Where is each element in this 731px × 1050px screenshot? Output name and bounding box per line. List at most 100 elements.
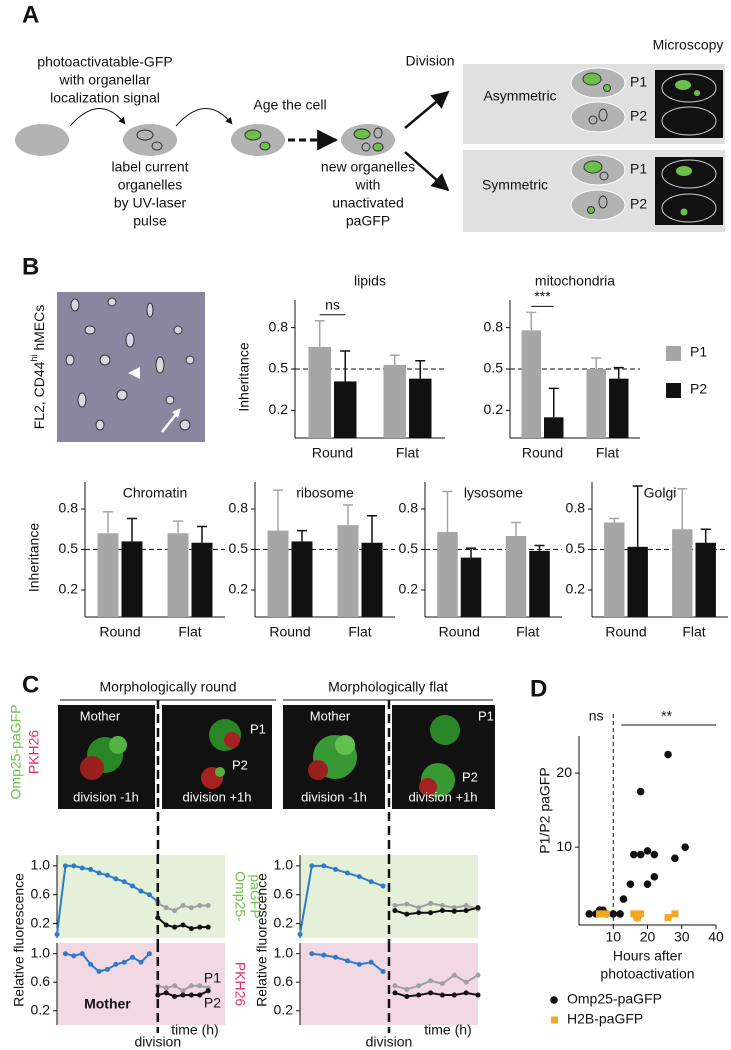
point: [664, 914, 672, 922]
label: organelles: [118, 177, 183, 193]
micrograph: [57, 292, 205, 442]
label: Symmetric: [482, 177, 548, 193]
plot-background: [300, 855, 478, 938]
point: [197, 924, 203, 930]
point: [356, 874, 362, 880]
cell: [123, 124, 177, 156]
cell: [231, 124, 285, 156]
point: [188, 905, 194, 911]
bar: [505, 536, 527, 617]
y-tick-label: 0.5: [229, 540, 249, 556]
bar: [121, 541, 143, 617]
y-tick-label: 0.6: [274, 885, 294, 901]
point: [188, 992, 194, 998]
bar: [586, 369, 606, 438]
organelle: [582, 72, 602, 86]
error-bar: [273, 489, 283, 531]
point: [205, 924, 211, 930]
bar: [695, 542, 716, 617]
point: [172, 983, 178, 989]
point: [130, 883, 136, 889]
point: [392, 903, 398, 909]
point: [79, 951, 85, 957]
point: [650, 873, 659, 881]
y-tick-label: 0.2: [229, 581, 249, 597]
bar: [604, 522, 625, 617]
arrow: [161, 411, 179, 433]
significance-label: ns: [325, 296, 340, 312]
label: Asymmetric: [483, 88, 556, 104]
point: [197, 983, 203, 989]
label: with organellar: [58, 72, 150, 88]
point: [428, 900, 434, 906]
point: [113, 876, 119, 882]
y-tick-label: 1.0: [274, 857, 294, 873]
chart-title: Golgi: [644, 485, 677, 501]
cell-outline: [661, 73, 717, 103]
y-tick-label: 0.5: [59, 540, 79, 556]
point: [188, 983, 194, 989]
bar: [627, 546, 648, 617]
point: [71, 863, 77, 869]
label: by UV-laser: [114, 195, 187, 211]
point: [664, 750, 672, 759]
point: [113, 961, 119, 967]
point: [309, 951, 315, 957]
bar: [97, 533, 119, 617]
organelle: [353, 128, 371, 140]
chart-title: Chromatin: [123, 485, 188, 501]
bar: [308, 346, 331, 438]
image-label: division -1h: [73, 789, 139, 804]
y-tick-label: 0.2: [31, 914, 51, 930]
point: [121, 879, 127, 885]
x-tick-label: Flat: [348, 624, 371, 640]
organelle: [136, 129, 154, 141]
x-tick-label: Round: [312, 445, 353, 461]
point: [602, 910, 610, 918]
point: [619, 895, 628, 903]
bar: [544, 417, 564, 438]
point: [630, 910, 638, 918]
point: [475, 992, 481, 998]
error-bar: [197, 525, 207, 543]
image-label: Mother: [80, 708, 121, 723]
x-axis-label: division: [366, 1034, 413, 1050]
point: [344, 958, 350, 964]
point: [650, 850, 659, 859]
side-label: paGFP: [247, 874, 263, 918]
x-tick-label: 30: [674, 929, 690, 945]
y-tick-label: 0.8: [566, 500, 586, 516]
organelle: [373, 127, 383, 139]
point: [643, 880, 652, 889]
image-label: P2: [462, 769, 478, 784]
x-axis-label: time (h): [171, 1022, 218, 1038]
point: [163, 990, 169, 996]
point: [380, 883, 386, 889]
fluorescence: [80, 715, 460, 797]
point: [163, 985, 169, 991]
y-axis-label: Inheritance: [26, 523, 42, 592]
chart-title: mitochondria: [535, 273, 615, 289]
point: [596, 910, 604, 918]
x-axis-label: division: [134, 1034, 181, 1050]
organelle: [694, 90, 700, 96]
bar: [409, 378, 432, 438]
x-axis-label: Hours after: [613, 948, 683, 964]
point: [88, 866, 94, 872]
point: [463, 979, 469, 985]
point: [609, 910, 618, 918]
point: [96, 870, 102, 876]
point: [681, 843, 689, 851]
bar: [191, 542, 213, 617]
point: [404, 911, 410, 917]
x-tick-label: Round: [439, 624, 480, 640]
organelle: [675, 80, 691, 90]
label: Microscopy: [653, 37, 724, 53]
bar: [361, 542, 383, 617]
label: Division: [405, 53, 454, 69]
bar: [383, 364, 406, 438]
y-tick-label: 1.0: [274, 944, 294, 960]
micrograph: [655, 70, 723, 138]
point: [637, 910, 645, 918]
